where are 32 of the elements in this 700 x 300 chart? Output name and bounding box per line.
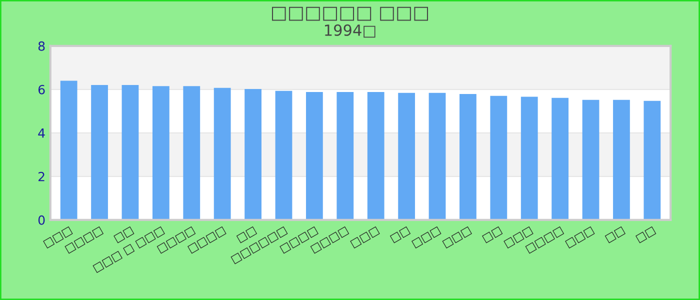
- x-tick-label: □□: [604, 226, 626, 244]
- bar: [336, 92, 354, 220]
- bar: [60, 80, 78, 220]
- bar: [275, 90, 292, 220]
- bar: [306, 92, 323, 220]
- bar: [428, 92, 446, 220]
- bar: [152, 86, 170, 220]
- bar: [367, 92, 384, 220]
- bar: [91, 85, 108, 220]
- bar: [398, 92, 415, 220]
- y-tick-label: 0: [38, 215, 45, 225]
- bar: [460, 94, 476, 220]
- y-tick-label: 6: [38, 84, 45, 94]
- bar: [490, 96, 508, 220]
- y-tick-label: 2: [38, 172, 44, 182]
- x-tick-label: □□: [390, 226, 411, 244]
- chart-subtitle: 1994□: [325, 24, 376, 38]
- y-tick-label: 8: [38, 41, 45, 51]
- bar: [582, 100, 600, 220]
- y-tick-label: 4: [38, 128, 45, 138]
- bar: [644, 100, 661, 220]
- x-tick-label: □□: [114, 226, 134, 244]
- x-tick-label: □□: [482, 226, 503, 244]
- chart-title: □□□□□□ □□□: [272, 6, 428, 21]
- x-tick-label: □□: [636, 226, 656, 244]
- bar: [122, 85, 139, 220]
- bar: [613, 100, 630, 220]
- bar: [183, 86, 200, 220]
- bar: [244, 88, 262, 220]
- bar: [552, 98, 569, 220]
- bar: [214, 88, 231, 220]
- bar: [520, 96, 538, 220]
